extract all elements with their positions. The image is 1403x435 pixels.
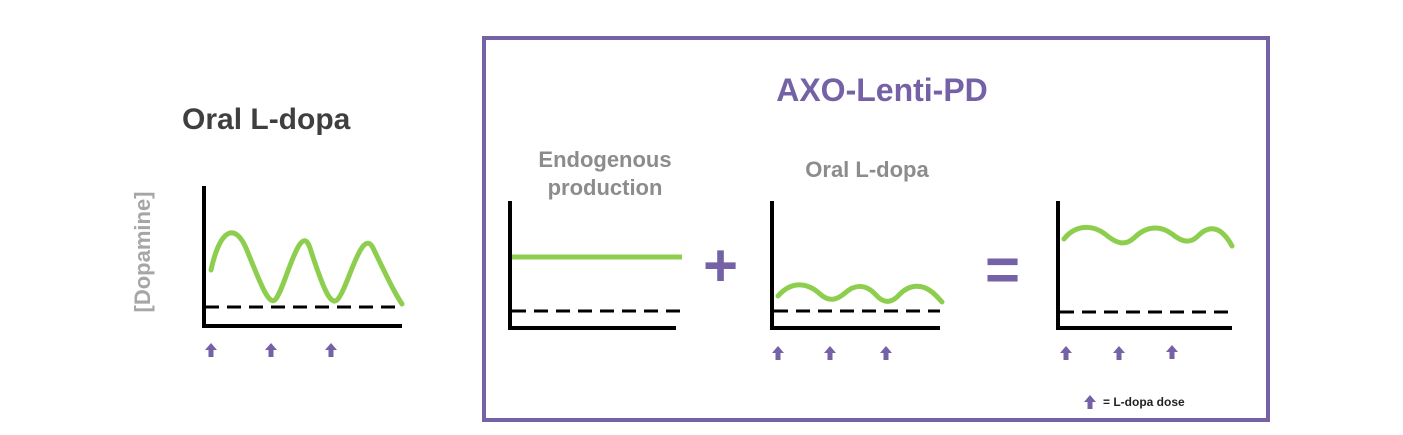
graph3-curve [775,282,945,305]
graph3-dose-arrow-1 [772,346,784,360]
graph1-dose-arrow-1 [205,343,217,357]
graph4-dose-arrow-1 [1060,346,1072,360]
graph1-dose-arrow-3 [325,343,337,357]
graph-combined [1056,201,1235,360]
graph4-dose-arrow-3 [1166,345,1178,359]
graph1-curve [208,230,405,307]
axo-lenti-pd-box [482,36,1270,422]
legend-text: = L-dopa dose [1103,395,1185,409]
axo-lenti-pd-title: AXO-Lenti-PD [776,72,988,108]
endogenous-label-line2: production [547,175,663,200]
oral-ldopa-title: Oral L-dopa [182,103,351,136]
equals-symbol: = [985,236,1021,303]
legend: = L-dopa dose [1083,394,1185,410]
graph-endogenous [508,201,682,330]
endogenous-production-label: Endogenous production [520,146,690,202]
graph-oral-ldopa-box [770,201,945,360]
graph4-curve [1061,224,1235,249]
dose-arrow-icon [1084,395,1096,409]
plus-symbol: + [703,232,739,299]
graph3-dose-arrow-2 [824,346,836,360]
graph3-dose-arrow-3 [880,346,892,360]
endogenous-label-line1: Endogenous [538,147,672,172]
graph-oral-ldopa [202,186,405,357]
graph4-dose-arrow-2 [1113,346,1125,360]
oral-ldopa-panel-label: Oral L-dopa [805,157,929,182]
graph1-dose-arrow-2 [265,343,277,357]
